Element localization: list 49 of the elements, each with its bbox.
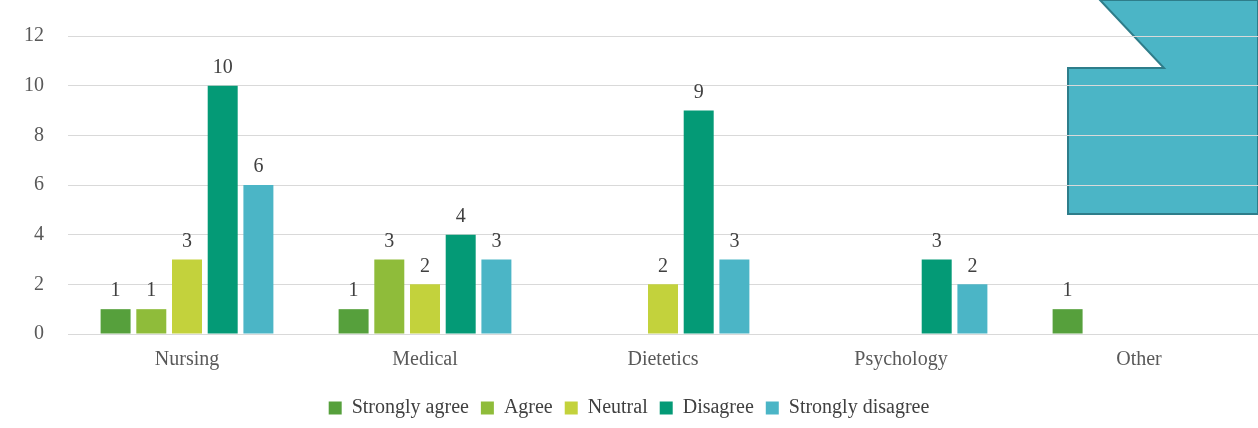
data-label: 3 xyxy=(491,228,502,251)
x-tick-label: Dietetics xyxy=(627,347,699,370)
bar xyxy=(243,185,274,334)
bar xyxy=(207,85,238,334)
data-label: 1 xyxy=(146,278,157,301)
y-tick-label: 12 xyxy=(24,23,44,46)
bar xyxy=(719,259,750,334)
y-tick-label: 8 xyxy=(34,122,44,145)
x-tick-label: Medical xyxy=(392,347,459,370)
data-label: 3 xyxy=(729,228,740,251)
data-label: 3 xyxy=(931,228,942,251)
x-tick-label: Psychology xyxy=(854,347,948,371)
data-label: 1 xyxy=(110,278,121,301)
y-tick-label: 6 xyxy=(34,172,44,195)
x-tick-label: Nursing xyxy=(154,347,220,371)
bar xyxy=(100,309,131,334)
data-label: 9 xyxy=(693,79,704,102)
legend-label: Agree xyxy=(503,395,553,419)
data-label: 2 xyxy=(420,253,430,276)
data-label: 1 xyxy=(1062,278,1073,301)
legend-label: Neutral xyxy=(587,395,649,418)
bar xyxy=(374,259,405,334)
x-tick-label: Other xyxy=(1116,347,1163,370)
data-label: 4 xyxy=(455,203,466,226)
legend-label: Disagree xyxy=(682,395,754,419)
legend-label: Strongly agree xyxy=(351,395,469,419)
bar xyxy=(683,110,714,334)
bar xyxy=(410,284,440,334)
data-label: 3 xyxy=(384,228,395,251)
data-label: 10 xyxy=(212,54,233,77)
data-label: 3 xyxy=(182,228,192,251)
bar xyxy=(172,259,202,334)
bar xyxy=(481,259,512,334)
legend-label: Strongly disagree xyxy=(788,395,930,419)
bar xyxy=(338,309,369,334)
data-label: 1 xyxy=(348,278,359,301)
y-tick-label: 4 xyxy=(34,221,44,244)
data-label: 6 xyxy=(253,154,264,177)
bar xyxy=(445,234,476,334)
y-tick-label: 0 xyxy=(34,321,44,344)
bar xyxy=(648,284,678,334)
data-label: 2 xyxy=(967,253,978,276)
y-tick-label: 10 xyxy=(24,72,44,95)
bar xyxy=(921,259,952,334)
data-label: 2 xyxy=(658,253,668,276)
bar xyxy=(1052,309,1083,334)
bar xyxy=(136,309,167,334)
y-tick-label: 2 xyxy=(34,271,44,294)
bar xyxy=(957,284,988,334)
